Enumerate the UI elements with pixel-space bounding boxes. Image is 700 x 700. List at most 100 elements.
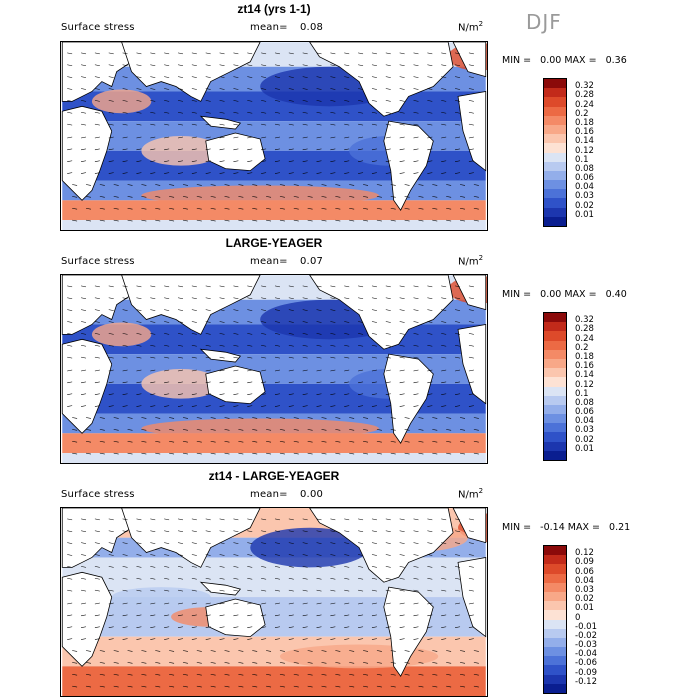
wind-arrow <box>455 297 461 300</box>
wind-arrow <box>219 405 225 407</box>
wind-arrow <box>371 309 377 311</box>
wind-arrow <box>224 452 230 455</box>
wind-arrow <box>293 196 299 198</box>
wind-arrow <box>441 405 447 407</box>
wind-arrow <box>344 602 350 605</box>
wind-arrow <box>233 148 239 151</box>
wind-arrow <box>274 577 280 580</box>
wind-arrow <box>302 405 308 407</box>
wind-arrow <box>210 650 216 652</box>
wind-arrow <box>67 321 73 323</box>
wind-arrow <box>261 589 267 592</box>
wind-arrow <box>413 589 419 592</box>
wind-arrow <box>261 88 267 90</box>
wind-arrow <box>252 650 258 652</box>
wind-arrow <box>150 111 156 114</box>
wind-arrow <box>371 333 377 335</box>
wind-arrow <box>191 88 197 90</box>
wind-arrow <box>108 614 114 617</box>
wind-arrow <box>247 88 253 90</box>
wind-arrow <box>252 219 258 222</box>
panel-1-title: zt14 (yrs 1-1) <box>237 2 311 16</box>
wind-arrow <box>67 614 73 617</box>
wind-arrow <box>473 662 479 664</box>
wind-arrow <box>455 123 461 126</box>
wind-arrow <box>399 148 405 151</box>
wind-arrow <box>455 405 461 407</box>
wind-arrow <box>191 614 197 617</box>
wind-arrow <box>80 577 87 580</box>
stress-patch <box>111 587 211 607</box>
wind-arrow <box>385 566 391 568</box>
wind-arrow <box>136 123 142 126</box>
wind-arrow <box>164 602 170 605</box>
wind-arrow <box>141 440 147 443</box>
wind-arrow <box>288 602 294 605</box>
wind-arrow <box>390 650 396 652</box>
wind-arrow <box>233 285 239 288</box>
wind-arrow <box>141 184 147 186</box>
wind-arrow <box>155 429 161 431</box>
wind-arrow <box>344 100 350 102</box>
wind-arrow <box>247 530 253 533</box>
wind-arrow <box>446 662 452 664</box>
colorbar-label: 0.08 <box>575 163 594 174</box>
colorbar-swatch <box>544 106 566 116</box>
wind-arrow <box>177 638 184 640</box>
wind-arrow <box>205 589 211 592</box>
wind-arrow <box>302 297 308 300</box>
wind-arrow <box>177 530 184 533</box>
wind-arrow <box>113 196 119 198</box>
colorbar-swatch <box>544 97 566 107</box>
wind-arrow <box>446 219 452 222</box>
wind-arrow <box>455 369 461 372</box>
stress-patch <box>141 136 221 166</box>
wind-arrow <box>413 344 419 347</box>
wind-arrow <box>177 589 184 592</box>
wind-arrow <box>150 321 156 323</box>
wind-arrow <box>385 530 391 533</box>
wind-arrow <box>127 662 133 664</box>
wind-arrow <box>122 356 128 359</box>
wind-arrow <box>274 136 280 139</box>
wind-arrow <box>108 64 114 67</box>
wind-arrow <box>122 530 128 533</box>
wind-arrow <box>80 333 87 335</box>
wind-arrow <box>288 123 294 126</box>
wind-arrow <box>94 88 100 90</box>
wind-arrow <box>446 440 452 443</box>
wind-arrow <box>432 685 438 688</box>
wind-arrow <box>72 452 78 455</box>
wind-arrow <box>344 405 350 407</box>
wind-arrow <box>94 602 100 605</box>
wind-arrow <box>122 381 128 384</box>
wind-arrow <box>316 88 322 90</box>
wind-arrow <box>238 196 244 198</box>
wind-arrow <box>261 626 267 629</box>
wind-arrow <box>122 638 128 640</box>
wind-arrow <box>247 123 253 126</box>
wind-arrow <box>404 184 410 186</box>
wind-arrow <box>164 393 170 396</box>
wind-arrow <box>418 650 424 652</box>
wind-arrow <box>399 309 405 311</box>
wind-arrow <box>99 662 105 664</box>
wind-arrow <box>344 614 350 617</box>
wind-arrow <box>358 64 364 67</box>
wind-arrow <box>371 405 377 407</box>
wind-arrow <box>455 100 461 102</box>
wind-arrow <box>344 381 350 384</box>
wind-arrow <box>164 321 170 323</box>
wind-arrow <box>288 160 294 163</box>
wind-arrow <box>67 160 73 163</box>
wind-arrow <box>279 207 285 210</box>
wind-arrow <box>362 196 369 198</box>
wind-arrow <box>122 333 128 335</box>
wind-arrow <box>468 356 474 359</box>
wind-arrow <box>302 172 308 174</box>
wind-arrow <box>399 554 405 556</box>
wind-arrow <box>427 297 433 300</box>
wind-arrow <box>358 530 364 533</box>
wind-arrow <box>362 207 369 210</box>
wind-arrow <box>459 196 466 198</box>
